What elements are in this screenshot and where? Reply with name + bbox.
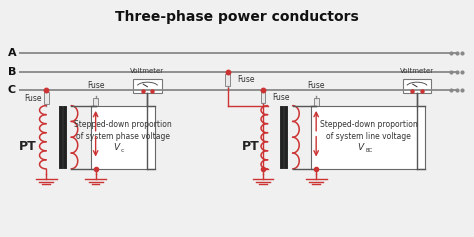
Bar [91,106,155,169]
Text: Fuse: Fuse [87,81,104,90]
Text: Voltmeter: Voltmeter [130,68,164,74]
Text: BC: BC [365,148,373,153]
Bar [44,92,48,104]
Text: C: C [8,85,16,96]
Text: Stepped-down proportion: Stepped-down proportion [319,120,417,129]
Text: Fuse: Fuse [308,81,325,90]
Text: Three-phase power conductors: Three-phase power conductors [115,9,359,24]
Text: B: B [8,67,16,77]
Text: of system line voltage: of system line voltage [326,132,411,141]
Bar [93,99,98,113]
Text: of system phase voltage: of system phase voltage [76,132,170,141]
Text: V: V [358,143,364,152]
Text: Stepped-down proportion: Stepped-down proportion [74,120,172,129]
Text: Voltmeter: Voltmeter [400,68,434,74]
Text: PT: PT [242,140,260,153]
Bar [225,74,230,86]
Bar [314,99,319,113]
Bar [403,79,431,93]
Text: A: A [8,48,16,58]
Bar [261,92,265,103]
Text: c: c [121,148,124,153]
Text: V: V [113,143,119,152]
Text: Fuse: Fuse [273,93,290,102]
Bar [311,106,426,169]
Text: Fuse: Fuse [24,94,42,103]
Bar [133,79,162,93]
Text: Fuse: Fuse [237,75,255,84]
Text: PT: PT [18,140,36,153]
